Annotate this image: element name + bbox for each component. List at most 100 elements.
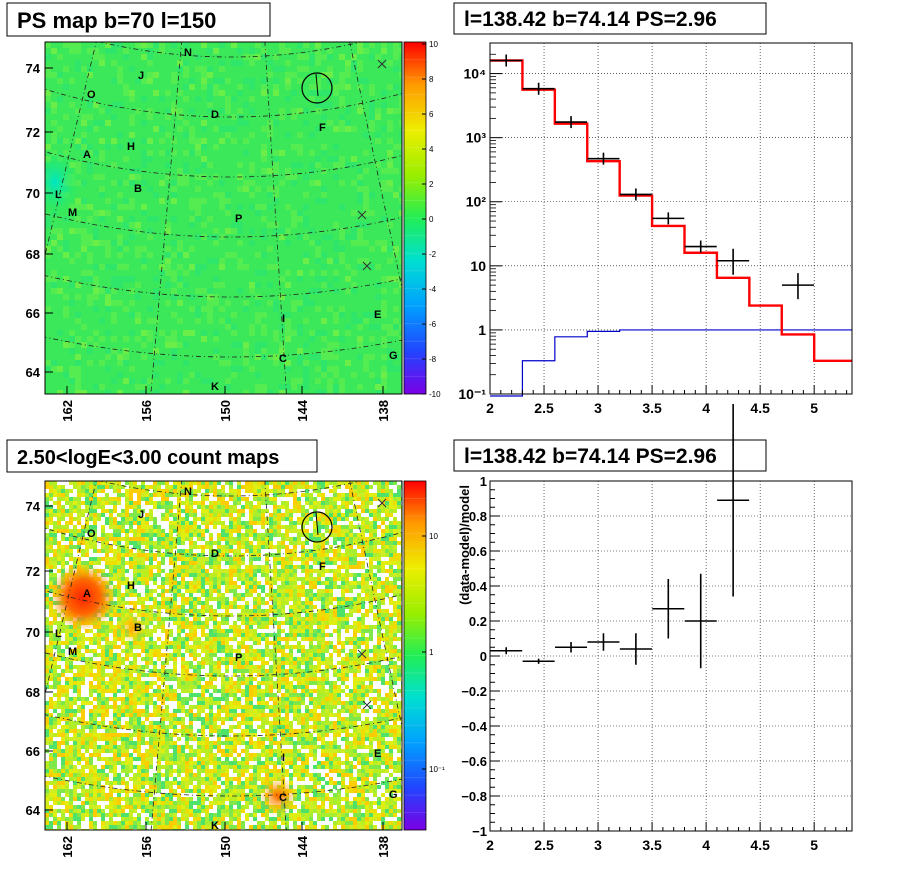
map-pixel [269,489,273,493]
map-pixel [345,553,349,557]
map-pixel [285,621,289,625]
map-pixel [365,601,369,605]
map-pixel [393,561,397,565]
map-pixel [387,324,393,330]
map-pixel [181,537,185,541]
map-pixel [125,605,129,609]
map-pixel [201,533,205,537]
map-pixel [233,593,237,597]
map-pixel [117,144,123,150]
map-pixel [181,569,185,573]
map-pixel [385,545,389,549]
map-pixel [129,525,133,529]
map-pixel [213,633,217,637]
map-pixel [209,633,213,637]
map-pixel [93,557,97,561]
map-pixel [53,509,57,513]
map-pixel [365,645,369,649]
map-pixel [361,609,365,613]
map-pixel [369,210,375,216]
map-pixel [45,529,49,533]
map-pixel [97,629,101,633]
map-pixel [69,633,73,637]
map-pixel [357,625,361,629]
map-pixel [293,533,297,537]
map-pixel [123,336,129,342]
map-pixel [125,569,129,573]
map-pixel [217,577,221,581]
map-pixel [69,525,73,529]
map-pixel [213,489,217,493]
map-pixel [385,489,389,493]
map-pixel [135,174,141,180]
map-pixel [197,517,201,521]
map-pixel [273,545,277,549]
map-pixel [345,573,349,577]
map-pixel [289,585,293,589]
map-pixel [369,633,373,637]
map-pixel [101,513,105,517]
map-pixel [357,180,363,186]
map-pixel [225,521,229,525]
map-pixel [189,557,193,561]
map-pixel [161,537,165,541]
map-pixel [181,549,185,553]
map-pixel [309,657,313,661]
map-pixel [87,360,93,366]
map-pixel [121,509,125,513]
map-pixel [309,581,313,585]
map-pixel [329,553,333,557]
map-pixel [221,497,225,501]
map-pixel [313,485,317,489]
map-pixel [97,517,101,521]
map-pixel [301,629,305,633]
map-pixel [301,537,305,541]
map-pixel [397,493,401,497]
map-pixel [245,509,249,513]
map-pixel [313,613,317,617]
map-pixel [225,204,231,210]
map-pixel [297,593,301,597]
map-pixel [93,384,99,390]
map-pixel [165,282,171,288]
map-pixel [53,481,57,485]
map-pixel [201,649,205,653]
map-pixel [285,661,289,665]
map-pixel [305,653,309,657]
map-pixel [381,545,385,549]
map-pixel [333,390,339,396]
map-pixel [281,505,285,509]
map-pixel [201,597,205,601]
map-pixel [373,613,377,617]
map-pixel [329,557,333,561]
map-pixel [217,589,221,593]
map-pixel [49,549,53,553]
map-pixel [365,485,369,489]
map-pixel [253,633,257,637]
map-pixel [225,557,229,561]
map-pixel [273,168,279,174]
map-pixel [385,553,389,557]
map-pixel [165,336,171,342]
map-pixel [77,645,81,649]
map-pixel [291,210,297,216]
map-pixel [225,252,231,258]
map-pixel [321,613,325,617]
map-pixel [111,300,117,306]
map-pixel [321,102,327,108]
map-pixel [121,497,125,501]
map-pixel [161,489,165,493]
source-label-g: G [389,350,398,362]
map-pixel [149,577,153,581]
map-pixel [385,509,389,513]
map-pixel [57,288,63,294]
map-pixel [53,657,57,661]
map-pixel [161,597,165,601]
map-pixel [161,561,165,565]
map-pixel [289,505,293,509]
map-pixel [291,222,297,228]
map-pixel [213,657,217,661]
map-pixel [161,525,165,529]
map-pixel [101,625,105,629]
map-pixel [165,625,169,629]
